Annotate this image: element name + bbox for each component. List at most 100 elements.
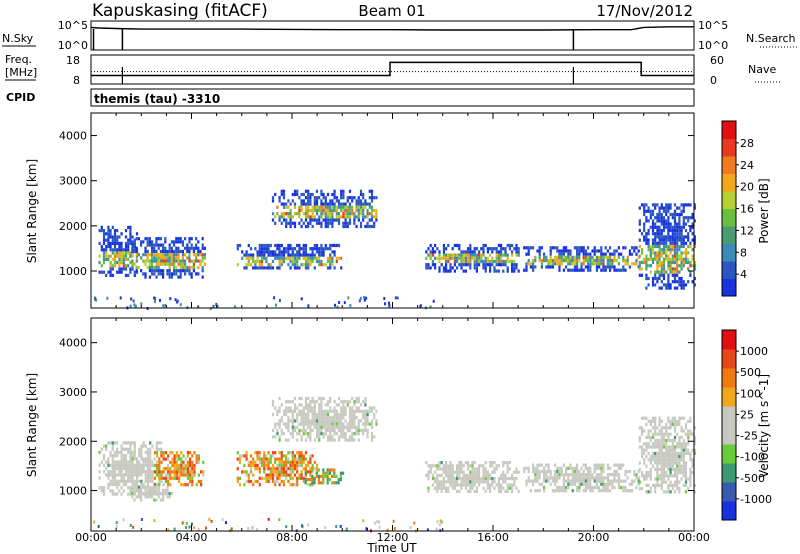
heatmap-cell (177, 262, 180, 266)
heatmap-cell (667, 216, 670, 220)
heatmap-cell (173, 457, 176, 461)
heatmap-cell (149, 476, 152, 480)
heatmap-cell (440, 256, 443, 260)
heatmap-cell (684, 471, 688, 475)
heatmap-cell (667, 219, 670, 223)
heatmap-cell (478, 263, 481, 267)
heatmap-cell (396, 296, 399, 300)
heatmap-cell (252, 266, 255, 270)
heatmap-cell (271, 412, 275, 417)
heatmap-cell (135, 457, 139, 461)
heatmap-cell (100, 248, 103, 252)
heatmap-cell (458, 470, 461, 474)
heatmap-cell (346, 212, 349, 216)
heatmap-cell (230, 527, 233, 531)
heatmap-cell (137, 265, 140, 270)
heatmap-cell (154, 297, 157, 301)
heatmap-cell (609, 259, 612, 263)
heatmap-cell (453, 256, 456, 260)
heatmap-cell (645, 276, 648, 281)
heatmap-cell (307, 221, 310, 225)
heatmap-cell (333, 196, 336, 200)
heatmap-cell (684, 283, 688, 287)
heatmap-cell (631, 489, 634, 493)
heatmap-cell (678, 219, 681, 223)
heatmap-cell (565, 489, 568, 493)
heatmap-cell (598, 463, 601, 467)
heatmap-cell (291, 419, 294, 423)
heatmap-cell (170, 275, 173, 279)
heatmap-cell (157, 486, 161, 490)
heatmap-cell (506, 461, 509, 465)
heatmap-cell (378, 520, 380, 524)
heatmap-cell (673, 429, 677, 433)
heatmap-cell (478, 259, 481, 264)
heatmap-cell (260, 263, 264, 267)
heatmap-cell (265, 463, 268, 468)
heatmap-cell (673, 244, 677, 249)
heatmap-cell (549, 473, 552, 477)
heatmap-cell (317, 468, 320, 472)
heatmap-cell (584, 265, 587, 269)
heatmap-cell (131, 495, 134, 499)
heatmap-cell (247, 256, 250, 260)
ytick-label: 2000 (59, 220, 87, 233)
heatmap-cell (643, 260, 646, 265)
heatmap-cell (651, 451, 655, 455)
heatmap-cell (116, 261, 119, 265)
heatmap-cell (344, 212, 347, 216)
heatmap-cell (662, 461, 666, 465)
heatmap-cell (267, 243, 270, 248)
heatmap-cell (285, 525, 288, 529)
heatmap-cell (146, 492, 149, 496)
heatmap-cell (320, 250, 323, 254)
heatmap-cell (269, 470, 272, 474)
cpid-label: CPID (6, 91, 35, 104)
heatmap-cell (680, 429, 683, 433)
heatmap-cell (580, 265, 583, 269)
heatmap-cell (560, 262, 563, 266)
heatmap-cell (475, 256, 478, 260)
heatmap-cell (589, 262, 592, 266)
heatmap-cell (638, 264, 641, 268)
heatmap-cell (429, 467, 432, 471)
heatmap-cell (107, 245, 110, 249)
heatmap-cell (113, 476, 117, 480)
heatmap-cell (131, 264, 134, 268)
heatmap-cell (184, 237, 187, 241)
heatmap-cell (364, 428, 367, 433)
heatmap-cell (269, 460, 272, 464)
heatmap-cell (489, 483, 492, 487)
heatmap-cell (120, 254, 123, 258)
heatmap-cell (591, 489, 594, 493)
heatmap-cell (329, 438, 332, 442)
heatmap-cell (665, 471, 668, 475)
heatmap-cell (160, 473, 163, 477)
heatmap-cell (589, 482, 592, 486)
heatmap-cell (236, 451, 239, 455)
heatmap-cell (456, 473, 459, 477)
heatmap-cell (124, 457, 128, 461)
heatmap-cell (249, 463, 253, 468)
heatmap-cell (475, 470, 478, 474)
heatmap-cell (159, 272, 162, 276)
heatmap-cell (300, 419, 303, 423)
heatmap-cell (667, 448, 670, 452)
heatmap-cell (473, 461, 476, 465)
heatmap-cell (174, 298, 177, 302)
heatmap-cell (252, 473, 255, 477)
heatmap-cell (669, 490, 672, 494)
heatmap-cell (324, 409, 327, 413)
heatmap-cell (582, 252, 585, 256)
heatmap-cell (116, 235, 119, 239)
heatmap-cell (525, 268, 528, 272)
heatmap-cell (315, 247, 319, 251)
heatmap-cell (667, 419, 670, 423)
heatmap-cell (362, 519, 365, 523)
heatmap-cell (589, 466, 592, 470)
heatmap-cell (604, 265, 607, 269)
heatmap-cell (649, 445, 652, 449)
heatmap-cell (600, 479, 603, 483)
heatmap-cell (658, 451, 661, 455)
heatmap-cell (113, 248, 117, 252)
